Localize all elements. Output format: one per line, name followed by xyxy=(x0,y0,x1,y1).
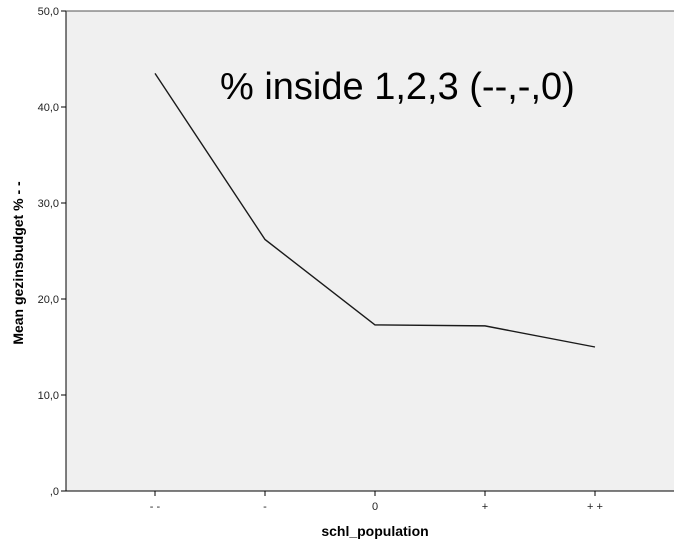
y-tick-label: ,0 xyxy=(50,486,59,498)
x-axis: - - - 0 + + + xyxy=(66,490,674,513)
y-axis: ,0 10,0 20,0 30,0 40,0 50,0 xyxy=(38,6,67,498)
x-tick-label: + xyxy=(482,501,488,513)
series-line xyxy=(154,73,596,348)
x-tick-label: 0 xyxy=(372,501,378,513)
x-axis-title: schl_population xyxy=(321,523,428,539)
y-tick-label: 40,0 xyxy=(38,102,59,114)
x-tick-label: - xyxy=(263,501,267,513)
chart-annotation: % inside 1,2,3 (--,-,0) xyxy=(220,66,575,108)
x-tick-label: + + xyxy=(587,501,603,513)
y-tick-label: 10,0 xyxy=(38,390,59,402)
y-axis-title: Mean gezinsbudget % - - xyxy=(10,181,26,345)
y-tick-label: 20,0 xyxy=(38,294,59,306)
x-tick-label: - - xyxy=(150,501,161,513)
y-tick-label: 50,0 xyxy=(38,6,59,18)
y-tick-label: 30,0 xyxy=(38,198,59,210)
